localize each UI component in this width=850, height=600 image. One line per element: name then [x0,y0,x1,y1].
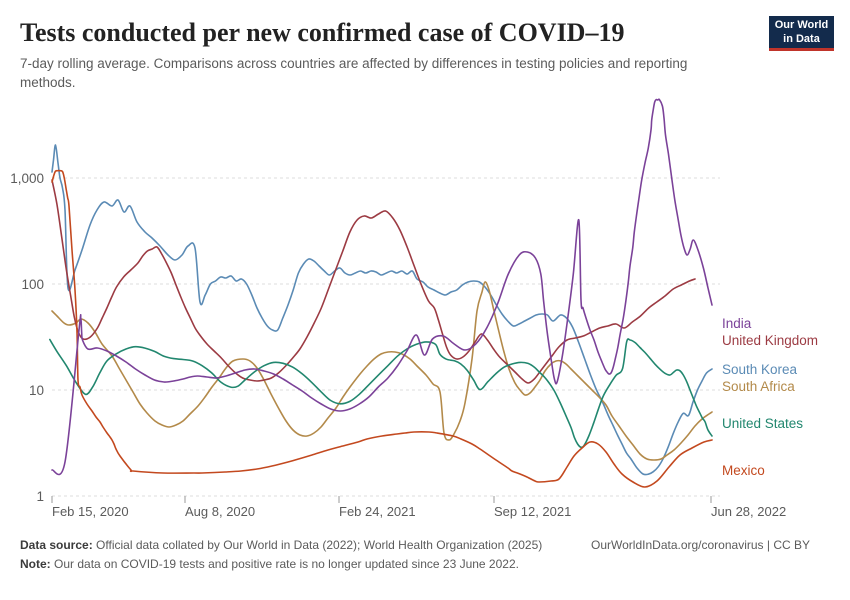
svg-text:Mexico: Mexico [722,463,765,478]
svg-text:1: 1 [36,489,44,504]
svg-text:India: India [722,316,752,331]
svg-text:10: 10 [29,383,44,398]
svg-text:Feb 24, 2021: Feb 24, 2021 [339,504,416,519]
svg-text:Aug 8, 2020: Aug 8, 2020 [185,504,255,519]
svg-text:100: 100 [21,277,44,292]
svg-text:Sep 12, 2021: Sep 12, 2021 [494,504,571,519]
svg-text:Feb 15, 2020: Feb 15, 2020 [52,504,129,519]
svg-text:1,000: 1,000 [10,171,44,186]
svg-text:United States: United States [722,416,803,431]
svg-text:South Africa: South Africa [722,379,795,394]
svg-text:United Kingdom: United Kingdom [722,333,818,348]
svg-text:South Korea: South Korea [722,362,798,377]
svg-text:Jun 28, 2022: Jun 28, 2022 [711,504,786,519]
